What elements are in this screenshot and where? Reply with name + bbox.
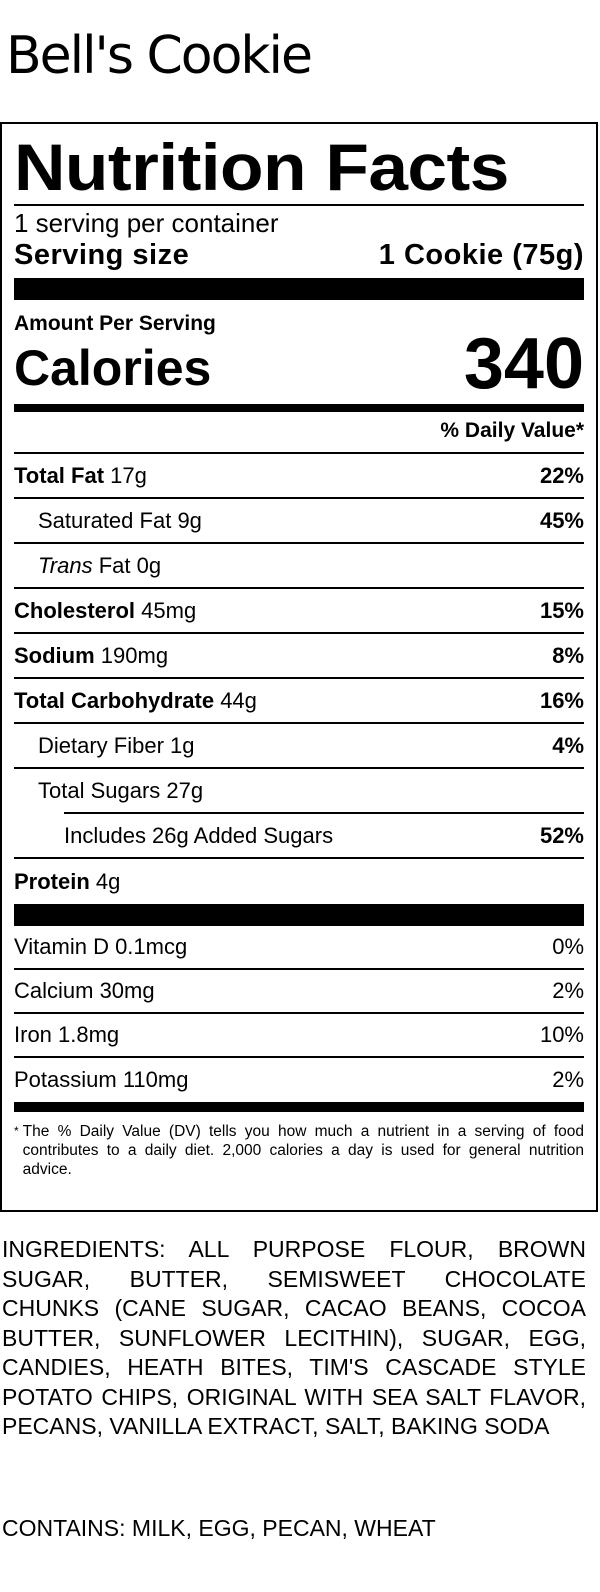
thick-divider <box>14 278 584 300</box>
nutrient-name: Trans <box>38 552 93 578</box>
vitamin-row-vitamin-d: Vitamin D 0.1mcg 0% <box>14 926 584 970</box>
nutrient-amount: 44g <box>220 687 257 713</box>
nutrient-row-sodium: Sodium 190mg 8% <box>14 634 584 679</box>
footnote-text: The % Daily Value (DV) tells you how muc… <box>22 1123 584 1178</box>
nutrient-amount: 190mg <box>100 642 169 668</box>
nutrient-name: Dietary Fiber <box>38 732 164 758</box>
footnote: * The % Daily Value (DV) tells you how m… <box>14 1112 584 1179</box>
vitamin-label: Calcium 30mg <box>14 978 155 1003</box>
nutrient-dv: 16% <box>539 687 584 713</box>
nutrient-row-total-sugars: Total Sugars 27g <box>14 769 584 812</box>
nutrient-row-saturated-fat: Saturated Fat 9g 45% <box>14 499 584 544</box>
nutrient-amount: 27g <box>166 777 204 803</box>
nutrition-facts-panel: Nutrition Facts 1 serving per container … <box>0 122 598 1212</box>
nutrient-name: Includes 26g Added Sugars <box>64 822 334 848</box>
added-sugars-divider <box>64 812 584 814</box>
nutrient-amount: 17g <box>110 462 147 488</box>
nutrition-facts-title: Nutrition Facts <box>14 130 509 204</box>
vitamin-dv: 2% <box>552 978 584 1003</box>
amount-per-serving: Amount Per Serving <box>14 312 216 335</box>
nutrient-name-suffix: Fat <box>98 552 131 578</box>
nutrient-name: Total Sugars <box>38 777 161 803</box>
nutrient-dv: 4% <box>552 732 584 758</box>
nutrient-name: Saturated Fat <box>38 507 172 533</box>
serving-size-label: Serving size <box>14 239 190 271</box>
daily-value-header: % Daily Value* <box>14 412 584 454</box>
nutrient-dv: 8% <box>552 642 584 668</box>
nutrient-row-dietary-fiber: Dietary Fiber 1g 4% <box>14 724 584 769</box>
nutrient-amount: 4g <box>95 868 121 894</box>
vitamin-label: Iron 1.8mg <box>14 1022 120 1047</box>
calories-label: Calories <box>14 340 212 396</box>
nutrient-row-added-sugars: Includes 26g Added Sugars 52% <box>14 814 584 859</box>
allergens-statement: CONTAINS: MILK, EGG, PECAN, WHEAT <box>2 1515 436 1541</box>
nutrient-row-cholesterol: Cholesterol 45mg 15% <box>14 589 584 634</box>
nutrient-amount: 0g <box>136 552 162 578</box>
vitamin-dv: 10% <box>539 1022 584 1047</box>
medium-divider <box>14 1102 584 1112</box>
product-name: Bell's Cookie <box>6 26 313 86</box>
calories-value: 340 <box>463 324 584 404</box>
vitamin-row-iron: Iron 1.8mg 10% <box>14 1014 584 1058</box>
vitamin-label: Vitamin D 0.1mcg <box>14 934 188 959</box>
ingredients-list: INGREDIENTS: ALL PURPOSE FLOUR, BROWN SU… <box>2 1236 586 1439</box>
nutrient-amount: 9g <box>177 507 202 533</box>
nutrient-name: Sodium <box>14 642 95 668</box>
nutrient-name: Cholesterol <box>14 597 136 623</box>
nutrient-dv: 52% <box>539 822 584 848</box>
vitamin-label: Potassium 110mg <box>14 1067 189 1092</box>
vitamin-row-potassium: Potassium 110mg 2% <box>14 1058 584 1102</box>
calories-row: Calories 340 <box>14 328 584 400</box>
servings-per-container: 1 serving per container <box>14 208 279 238</box>
nutrient-name: Total Carbohydrate <box>14 687 215 713</box>
serving-size: Serving size 1 Cookie (75g) <box>14 238 584 272</box>
nutrient-row-trans-fat: Trans Fat 0g <box>14 544 584 589</box>
nutrient-dv: 15% <box>539 597 584 623</box>
serving-size-value: 1 Cookie (75g) <box>378 239 584 271</box>
medium-divider <box>14 404 584 412</box>
footnote-marker: * <box>14 1124 19 1138</box>
nutrient-row-total-carbohydrate: Total Carbohydrate 44g 16% <box>14 679 584 724</box>
thick-divider <box>14 904 584 926</box>
nutrient-row-total-fat: Total Fat 17g 22% <box>14 454 584 499</box>
nutrient-dv: 22% <box>539 462 584 488</box>
nutrient-row-protein: Protein 4g <box>14 859 584 904</box>
nutrition-facts-header: Nutrition Facts <box>14 130 584 206</box>
nutrient-name: Protein <box>14 868 90 894</box>
nutrient-amount: 1g <box>170 732 195 758</box>
nutrient-dv: 45% <box>539 507 584 533</box>
vitamin-dv: 0% <box>552 934 584 959</box>
vitamin-dv: 2% <box>552 1067 584 1092</box>
nutrient-amount: 45mg <box>141 597 197 623</box>
nutrient-name: Total Fat <box>14 462 105 488</box>
vitamin-row-calcium: Calcium 30mg 2% <box>14 970 584 1014</box>
